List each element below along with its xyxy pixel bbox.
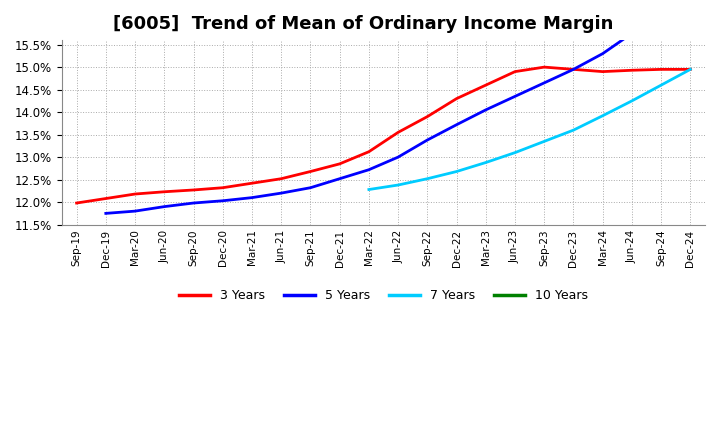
7 Years	[540, 139, 549, 144]
5 Years	[657, 15, 665, 20]
5 Years	[510, 94, 519, 99]
3 Years	[657, 67, 665, 72]
5 Years	[277, 191, 286, 196]
3 Years	[628, 68, 636, 73]
5 Years	[131, 209, 140, 214]
3 Years	[510, 69, 519, 74]
3 Years	[102, 196, 110, 201]
5 Years	[189, 200, 198, 205]
5 Years	[482, 107, 490, 113]
5 Years	[306, 185, 315, 191]
5 Years	[394, 154, 402, 160]
3 Years	[686, 67, 695, 72]
3 Years	[364, 149, 373, 154]
3 Years	[452, 96, 461, 101]
3 Years	[540, 65, 549, 70]
Legend: 3 Years, 5 Years, 7 Years, 10 Years: 3 Years, 5 Years, 7 Years, 10 Years	[174, 284, 593, 307]
3 Years	[160, 189, 168, 194]
5 Years	[715, 8, 720, 14]
3 Years	[569, 67, 577, 72]
Line: 3 Years: 3 Years	[76, 67, 690, 203]
5 Years	[423, 137, 432, 143]
5 Years	[102, 211, 110, 216]
5 Years	[628, 31, 636, 36]
3 Years	[394, 130, 402, 135]
3 Years	[131, 191, 140, 197]
Line: 5 Years: 5 Years	[106, 11, 719, 213]
7 Years	[452, 169, 461, 174]
7 Years	[510, 150, 519, 155]
7 Years	[686, 67, 695, 72]
Line: 7 Years: 7 Years	[369, 70, 690, 190]
3 Years	[248, 180, 256, 186]
3 Years	[598, 69, 607, 74]
7 Years	[598, 113, 607, 118]
7 Years	[482, 160, 490, 165]
5 Years	[598, 51, 607, 56]
7 Years	[657, 82, 665, 88]
5 Years	[248, 195, 256, 200]
5 Years	[218, 198, 227, 203]
3 Years	[336, 161, 344, 166]
5 Years	[160, 204, 168, 209]
7 Years	[423, 176, 432, 181]
5 Years	[540, 80, 549, 85]
3 Years	[423, 114, 432, 119]
7 Years	[364, 187, 373, 192]
3 Years	[189, 187, 198, 193]
5 Years	[452, 122, 461, 127]
5 Years	[569, 67, 577, 72]
3 Years	[277, 176, 286, 181]
3 Years	[306, 169, 315, 174]
3 Years	[218, 185, 227, 191]
Text: [6005]  Trend of Mean of Ordinary Income Margin: [6005] Trend of Mean of Ordinary Income …	[114, 15, 613, 33]
3 Years	[72, 200, 81, 205]
5 Years	[686, 8, 695, 14]
3 Years	[482, 82, 490, 88]
5 Years	[336, 176, 344, 181]
7 Years	[628, 98, 636, 103]
7 Years	[569, 128, 577, 133]
7 Years	[394, 183, 402, 188]
5 Years	[364, 167, 373, 172]
